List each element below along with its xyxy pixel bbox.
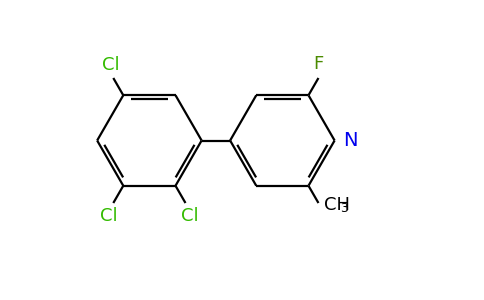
Text: 3: 3 bbox=[340, 202, 348, 215]
Text: F: F bbox=[313, 55, 324, 73]
Text: Cl: Cl bbox=[100, 207, 117, 225]
Text: Cl: Cl bbox=[102, 56, 120, 74]
Text: N: N bbox=[343, 131, 358, 150]
Text: Cl: Cl bbox=[182, 207, 199, 225]
Text: CH: CH bbox=[324, 196, 350, 214]
